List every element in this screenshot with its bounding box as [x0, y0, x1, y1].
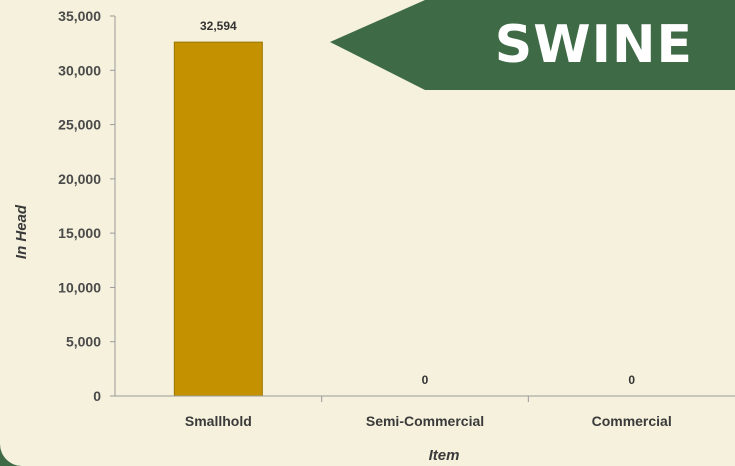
x-tick-label: Smallhold	[185, 413, 252, 429]
y-tick-label: 35,000	[58, 8, 101, 24]
y-tick-label: 10,000	[58, 279, 101, 295]
data-label: 0	[422, 373, 429, 387]
y-tick-label: 25,000	[58, 117, 101, 133]
y-tick-label: 20,000	[58, 171, 101, 187]
banner: SWINE	[330, 0, 735, 90]
y-axis: 0 5,000 10,000 15,000 20,000 25,000 30,000 35,0…	[58, 8, 116, 404]
data-label: 32,594	[200, 19, 237, 33]
banner-title: SWINE	[494, 15, 693, 75]
bars: 32,594 0 0	[173, 19, 635, 397]
data-label: 0	[628, 373, 635, 387]
x-axis: Smallhold Semi-Commercial Commercial	[115, 395, 735, 429]
y-tick-label: 0	[93, 388, 101, 404]
y-tick-label: 15,000	[58, 225, 101, 241]
x-tick-label: Semi-Commercial	[366, 413, 484, 429]
x-tick-label: Commercial	[592, 413, 672, 429]
x-axis-title: Item	[429, 447, 460, 464]
y-axis-title: In Head	[13, 204, 30, 259]
bar-smallhold	[173, 41, 263, 397]
y-tick-label: 30,000	[58, 62, 101, 78]
y-tick-label: 5,000	[66, 334, 101, 350]
